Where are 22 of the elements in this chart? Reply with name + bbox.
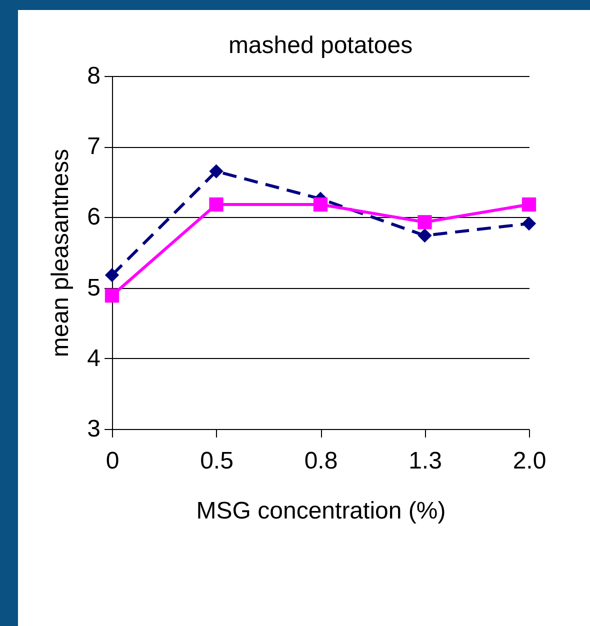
x-tick-label: 0.8 bbox=[304, 448, 338, 474]
y-tick-label: 4 bbox=[87, 344, 100, 372]
x-tick-label: 1.3 bbox=[408, 448, 442, 474]
x-tick-label: 0 bbox=[106, 448, 120, 474]
point bbox=[209, 197, 224, 212]
x-tick-label: 2.0 bbox=[512, 448, 546, 474]
y-axis-title: mean pleasantness bbox=[47, 148, 74, 358]
x-tick-label: 0.5 bbox=[200, 448, 234, 474]
y-tick-label: 8 bbox=[87, 62, 100, 90]
y-tick-label: 3 bbox=[87, 416, 100, 442]
y-tick-label: 6 bbox=[87, 204, 100, 231]
point bbox=[522, 216, 536, 231]
point bbox=[522, 197, 536, 212]
x-axis-title: MSG concentration (%) bbox=[196, 498, 446, 524]
y-tick-label: 5 bbox=[87, 274, 100, 302]
point bbox=[418, 215, 432, 230]
y-tick-label: 7 bbox=[87, 133, 100, 160]
point bbox=[313, 197, 328, 212]
chart-title: mashed potatoes bbox=[228, 32, 413, 59]
point bbox=[209, 164, 224, 178]
point bbox=[418, 228, 432, 243]
point bbox=[104, 268, 120, 282]
